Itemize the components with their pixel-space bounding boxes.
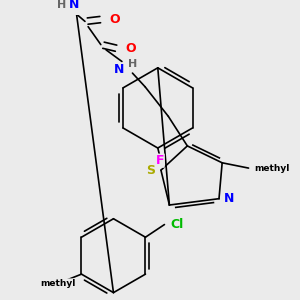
Text: methyl: methyl [254,164,289,172]
Text: S: S [146,164,155,177]
Text: F: F [156,154,164,167]
Text: O: O [109,13,120,26]
Text: N: N [113,63,124,76]
Text: H: H [128,58,137,69]
Text: N: N [224,192,235,205]
Text: H: H [57,0,66,10]
Text: N: N [69,0,80,11]
Text: methyl: methyl [40,279,76,288]
Text: O: O [125,42,136,55]
Text: Cl: Cl [170,218,184,231]
